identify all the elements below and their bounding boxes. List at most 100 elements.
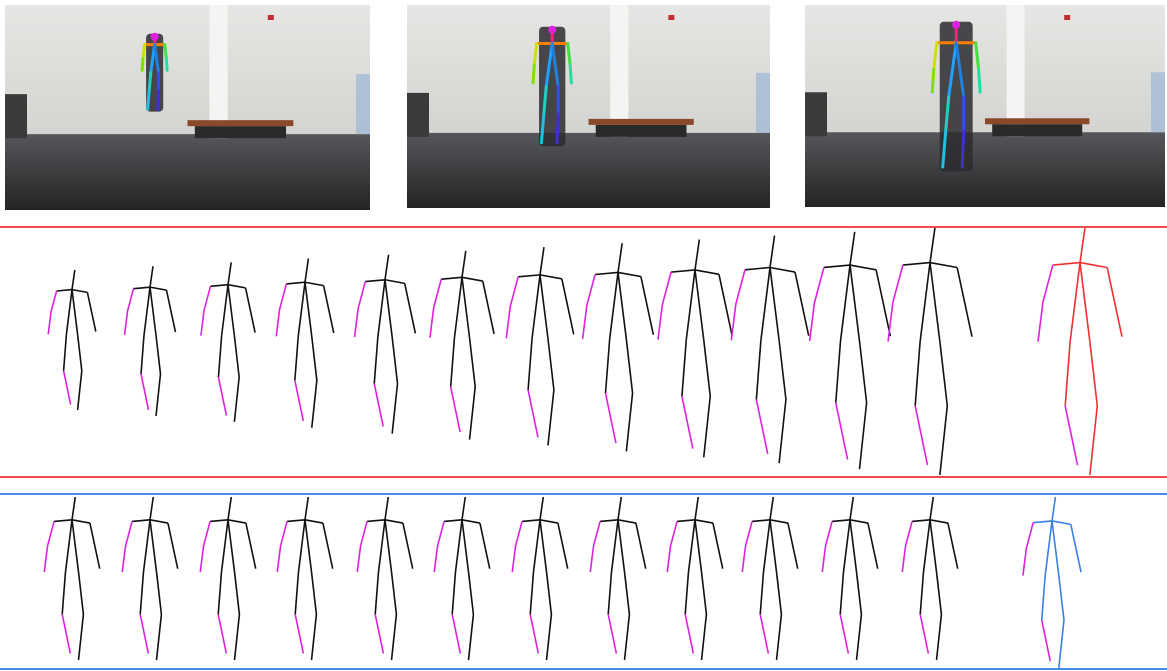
- skeleton: [201, 262, 255, 421]
- skeleton-limb: [378, 520, 391, 572]
- skeleton: [583, 243, 654, 451]
- skeleton-limb: [295, 336, 298, 380]
- pose-limb: [570, 65, 571, 83]
- skeleton-limb: [547, 572, 552, 660]
- skeleton-limb: [923, 520, 936, 572]
- skeleton-limb: [403, 523, 413, 569]
- skeleton: [512, 497, 567, 660]
- skeleton-limb: [840, 614, 848, 653]
- skeleton-limb: [375, 614, 383, 653]
- bin: [407, 93, 429, 137]
- skeleton: [277, 497, 332, 660]
- skeleton: [731, 236, 808, 464]
- skeleton-limb: [385, 255, 389, 280]
- skeleton-limb: [452, 572, 455, 614]
- skeleton-limb: [234, 336, 239, 422]
- skeleton-limb: [850, 232, 855, 265]
- skeleton-limb: [902, 521, 912, 572]
- skeleton-limb: [540, 497, 543, 520]
- skeleton-limb: [822, 521, 832, 572]
- skeleton-limb: [480, 523, 490, 569]
- skeleton-limb: [719, 274, 732, 335]
- skeleton-limb: [1038, 265, 1053, 342]
- skeleton-limb: [168, 523, 178, 569]
- skeleton-limb: [795, 272, 809, 336]
- skeleton-limb: [66, 290, 77, 335]
- skeleton-limb: [375, 572, 378, 614]
- skeleton-limb: [641, 277, 653, 335]
- skeleton: [48, 270, 96, 410]
- skeleton-limb: [770, 236, 775, 268]
- alarm: [268, 15, 274, 20]
- skeleton-limb: [761, 267, 779, 340]
- skeleton: [276, 259, 334, 428]
- skeleton: [434, 497, 489, 660]
- skeleton-limb: [454, 277, 469, 337]
- skeleton-limb: [201, 286, 211, 335]
- pose-head: [952, 21, 960, 29]
- pose-limb: [979, 70, 980, 92]
- skeleton-limb: [779, 340, 786, 463]
- skeleton-limb: [868, 523, 878, 569]
- bench-base: [596, 125, 687, 137]
- skeleton-limb: [920, 614, 928, 653]
- skeleton: [902, 497, 957, 660]
- skeleton-limb: [374, 337, 378, 384]
- skeleton-limb: [695, 497, 698, 520]
- skeleton-limb: [788, 523, 798, 569]
- bench: [188, 120, 294, 126]
- skeleton-limb: [392, 572, 397, 660]
- skeleton-limb: [87, 292, 95, 331]
- skeleton-limb: [957, 268, 972, 337]
- skeleton-limb: [608, 572, 611, 614]
- skeleton-limb: [312, 572, 317, 660]
- skeleton: [357, 497, 412, 660]
- skeleton-limb: [48, 291, 56, 334]
- skeleton-limb: [141, 374, 148, 410]
- skeleton-limb: [810, 267, 824, 341]
- skeleton: [742, 497, 797, 660]
- bin: [5, 94, 27, 138]
- skeleton-limb: [840, 572, 843, 614]
- skeleton-limb: [1059, 576, 1064, 668]
- skeleton-limb: [1080, 228, 1085, 263]
- pose-limb: [165, 45, 167, 59]
- skeleton-limb: [218, 572, 221, 614]
- bench-base: [195, 126, 286, 138]
- skeleton-limb: [558, 523, 568, 569]
- skeleton-limb: [1070, 263, 1090, 342]
- skeleton-limb: [506, 277, 518, 338]
- skeleton-limb: [756, 399, 767, 454]
- skeleton-limb: [770, 497, 773, 520]
- railing: [756, 73, 770, 133]
- bench: [589, 119, 694, 125]
- pillar: [1007, 5, 1025, 136]
- skeleton-limb: [888, 265, 903, 342]
- skeleton-limb: [611, 520, 624, 572]
- skeleton: [822, 497, 877, 660]
- skeleton-limb: [760, 572, 763, 614]
- skeleton-limb: [218, 336, 221, 377]
- bench: [985, 118, 1089, 124]
- skeleton-limb: [483, 281, 494, 334]
- skeleton-limb: [64, 371, 71, 405]
- pose-limb: [166, 59, 167, 71]
- skeleton: [888, 228, 972, 475]
- skeleton-limb: [378, 280, 392, 337]
- skeleton-limb: [756, 340, 761, 399]
- skeleton-limb: [221, 520, 234, 572]
- pillar: [610, 5, 628, 137]
- skeleton-limb: [777, 572, 782, 660]
- skeleton-limb: [295, 572, 298, 614]
- skeleton-limb: [62, 572, 65, 614]
- skeleton-limb: [859, 341, 866, 469]
- skeleton-limb: [374, 384, 383, 427]
- skeleton-limb: [548, 338, 554, 445]
- skeleton-limb: [610, 272, 627, 339]
- skeleton-limb: [277, 521, 287, 572]
- skeleton: [125, 266, 176, 416]
- skeleton-limb: [385, 497, 388, 520]
- skeleton-limb: [298, 282, 312, 336]
- skeleton: [122, 497, 177, 660]
- skeleton-limb: [937, 572, 942, 660]
